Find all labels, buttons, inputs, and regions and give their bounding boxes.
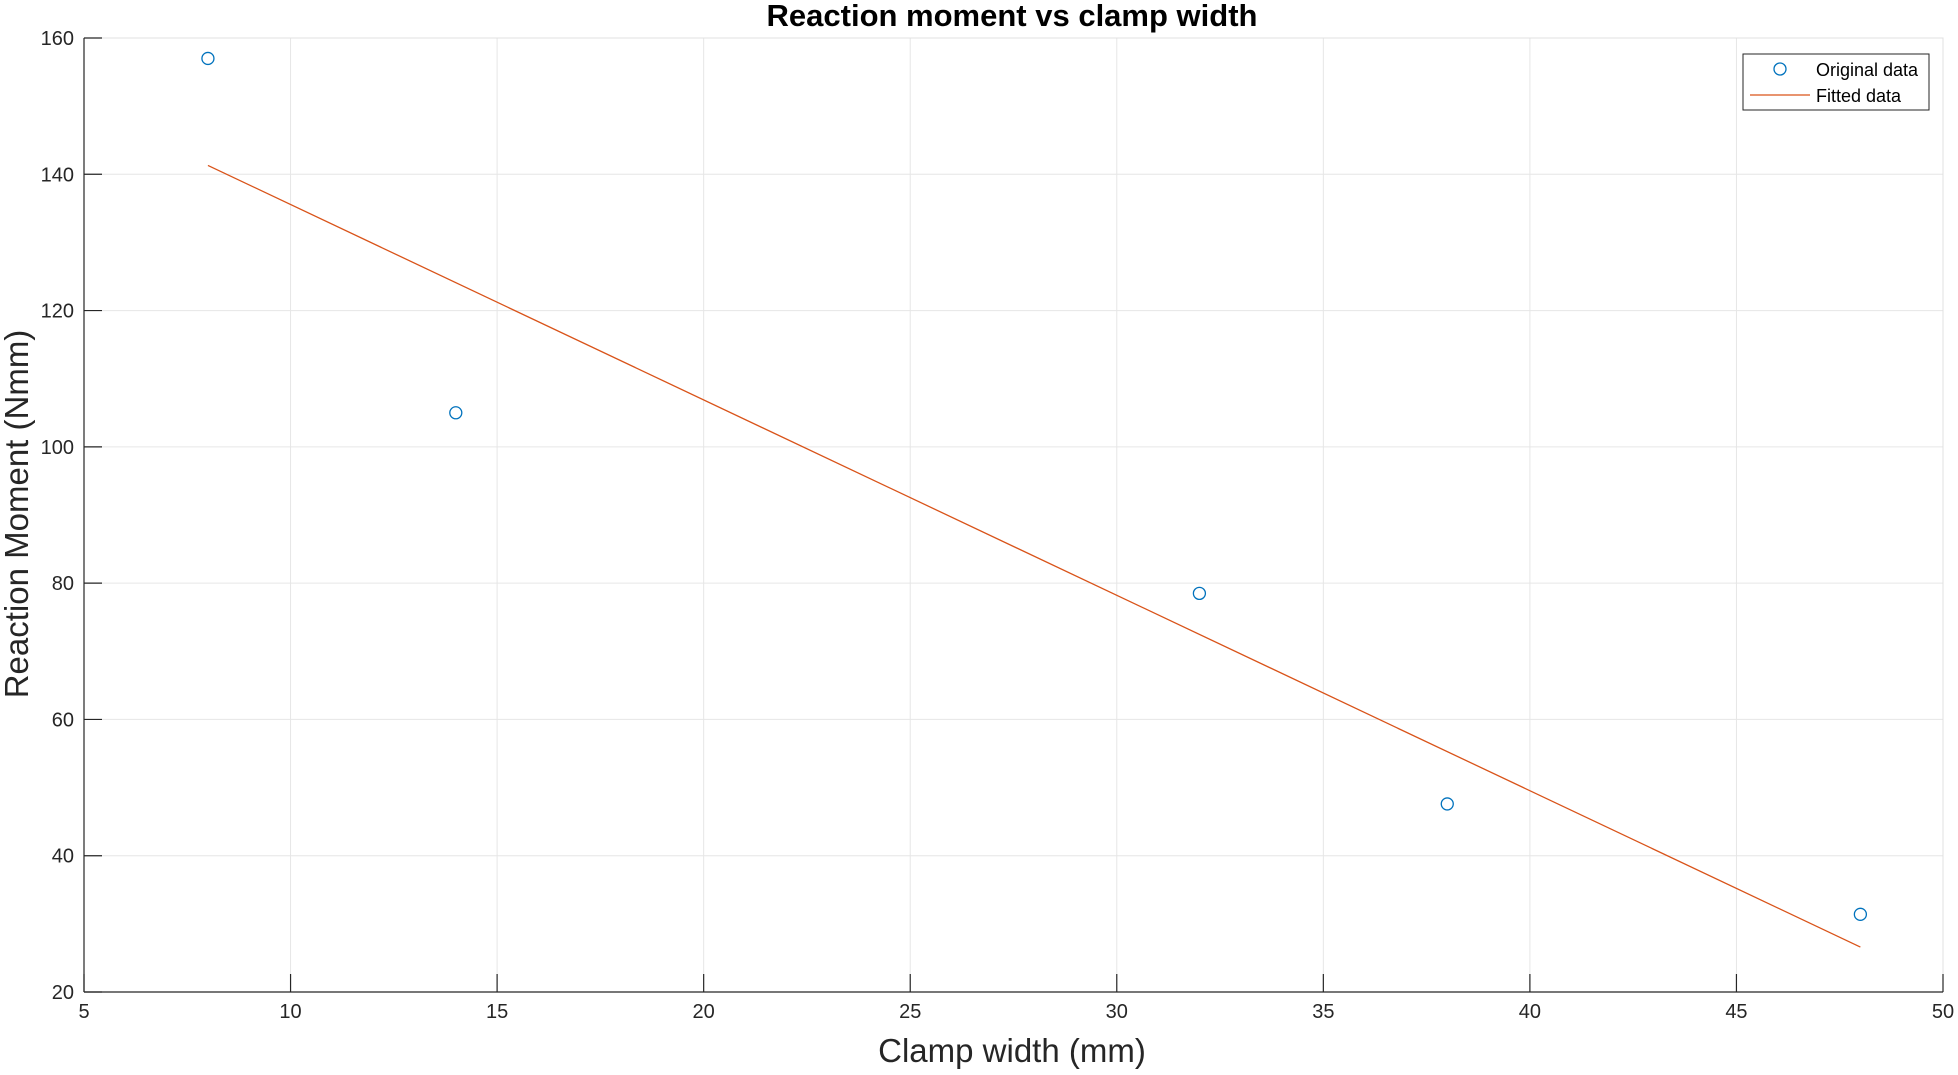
y-axis-label: Reaction Moment (Nmm) <box>0 330 35 699</box>
chart-title: Reaction moment vs clamp width <box>767 0 1258 33</box>
x-tick-label: 50 <box>1932 1001 1954 1023</box>
x-tick-label: 15 <box>486 1001 508 1023</box>
x-tick-label: 10 <box>279 1001 301 1023</box>
x-axis-label: Clamp width (mm) <box>878 1032 1146 1069</box>
y-tick-label: 120 <box>41 301 74 323</box>
series-layer <box>201 51 1868 948</box>
grid-layer <box>83 37 1944 993</box>
y-tick-label: 60 <box>52 709 74 731</box>
data-point <box>1192 586 1207 601</box>
legend-label-original-data: Original data <box>1816 60 1919 80</box>
x-tick-label: 25 <box>899 1001 921 1023</box>
data-point <box>449 406 463 420</box>
x-tick-label: 30 <box>1106 1001 1128 1023</box>
y-tick-label: 100 <box>41 437 74 459</box>
legend-label-fitted-data: Fitted data <box>1816 86 1902 106</box>
y-tick-label: 80 <box>52 573 74 595</box>
y-tick-label: 40 <box>52 846 74 868</box>
plot-frame <box>83 37 1944 993</box>
legend-box <box>1742 53 1930 111</box>
data-point <box>1853 907 1868 921</box>
x-tick-label: 40 <box>1519 1001 1541 1023</box>
x-tick-label: 45 <box>1725 1001 1747 1023</box>
legend-marker-original-data <box>1773 62 1787 76</box>
data-point <box>1440 797 1454 811</box>
y-tick-label: 20 <box>52 982 74 1004</box>
axes-layer <box>83 38 1943 993</box>
ticks-layer: 5 10 15 20 25 30 35 40 45 50 20 40 60 80 100 120 140 160 <box>41 28 1955 1023</box>
fitted-line <box>207 164 1861 948</box>
y-tick-label: 140 <box>41 164 74 186</box>
x-tick-label: 20 <box>693 1001 715 1023</box>
y-tick-label: 160 <box>41 28 74 50</box>
x-tick-label: 5 <box>78 1001 89 1023</box>
data-point <box>201 51 215 66</box>
legend: Original data Fitted data <box>1742 53 1930 111</box>
x-tick-label: 35 <box>1312 1001 1334 1023</box>
